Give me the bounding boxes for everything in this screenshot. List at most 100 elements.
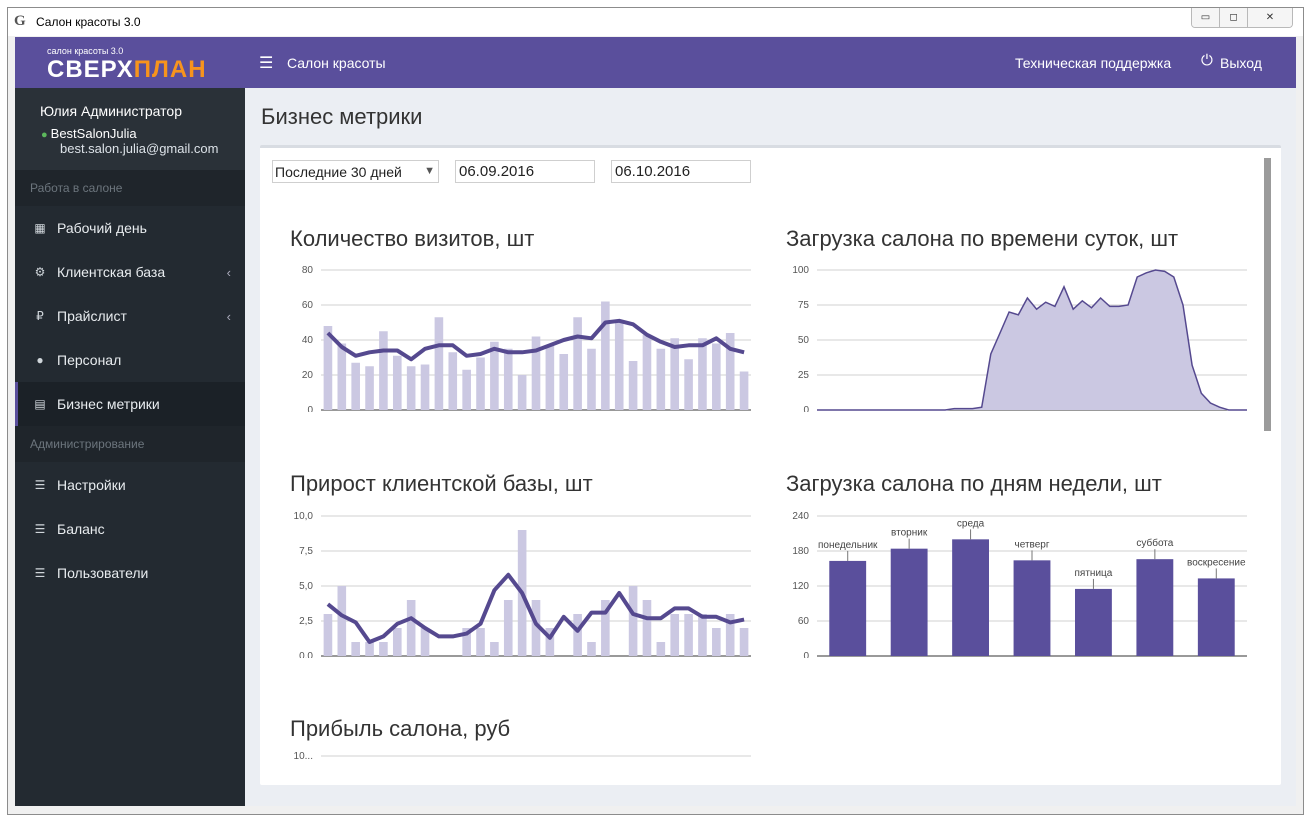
visits-bar xyxy=(573,317,582,410)
weekdays-category-label: воскресение xyxy=(1187,557,1246,568)
growth-bar xyxy=(628,586,638,656)
growth-tick-label: 10,0 xyxy=(294,511,314,522)
weekdays-tick-label: 60 xyxy=(798,616,810,627)
sidebar-item-workday[interactable]: ▦ Рабочий день xyxy=(15,206,245,250)
gears-icon: ⚙ xyxy=(34,265,46,279)
hours-line xyxy=(817,269,1247,411)
visits-tick-label: 80 xyxy=(302,265,314,276)
ruble-icon: ₽ xyxy=(36,309,44,323)
sidebar-item-metrics[interactable]: ▤ Бизнес метрики xyxy=(15,382,245,426)
dropdown-arrow-icon: ▼ xyxy=(424,165,435,177)
growth-bar xyxy=(490,642,499,656)
visits-trend-line xyxy=(326,318,745,362)
hours-tick-label: 100 xyxy=(792,265,809,276)
logout-link[interactable]: Выход xyxy=(1220,55,1262,71)
visits-bar xyxy=(448,352,458,410)
growth-bar xyxy=(503,600,513,656)
visits-bar xyxy=(545,345,555,410)
weekdays-bar xyxy=(1197,578,1235,656)
weekdays-tick-label: 180 xyxy=(792,546,809,557)
sidebar-item-clients[interactable]: ⚙ Клиентская база ‹ xyxy=(15,250,245,294)
growth-bar xyxy=(420,628,430,656)
topbar-salon-title[interactable]: Салон красоты xyxy=(287,55,386,71)
window-titlebar: G Салон красоты 3.0 ▭ ◻ ✕ xyxy=(8,8,1303,36)
section-admin: Администрирование xyxy=(15,426,245,462)
sidebar-item-label: Прайслист xyxy=(57,308,127,324)
user-login-text: BestSalonJulia xyxy=(50,126,137,141)
top-navbar: ☰ Салон красоты Техническая поддержка ⏻ … xyxy=(245,37,1296,88)
minimize-button[interactable]: ▭ xyxy=(1192,8,1220,27)
logo-part-2: ПЛАН xyxy=(133,56,207,83)
hours-area xyxy=(817,270,1247,410)
growth-bar xyxy=(365,642,374,656)
weekdays-category-label: вторник xyxy=(891,528,928,539)
panel-scrollbar[interactable] xyxy=(1264,158,1271,431)
list-icon: ☰ xyxy=(34,478,46,492)
profit-chart: 10... xyxy=(294,751,751,762)
page-title: Бизнес метрики xyxy=(261,104,423,129)
user-icon: ● xyxy=(41,129,48,141)
growth-tick-label: 2,5 xyxy=(299,616,313,627)
user-info: Юлия Администратор ● BestSalonJulia best.… xyxy=(15,88,245,170)
chevron-left-icon: ‹ xyxy=(226,264,231,280)
bar-chart-icon: ▤ xyxy=(34,397,46,411)
visits-bar xyxy=(323,326,333,410)
sidebar-item-balance[interactable]: ☰ Баланс xyxy=(15,507,245,551)
growth-bar xyxy=(545,628,555,656)
hours-tick-label: 75 xyxy=(798,300,810,311)
weekdays-category-label: суббота xyxy=(1136,537,1173,549)
period-select-value: Последние 30 дней xyxy=(275,164,402,180)
support-link[interactable]: Техническая поддержка xyxy=(1015,55,1172,71)
visits-tick-label: 40 xyxy=(302,335,314,346)
weekdays-tick-label: 0 xyxy=(803,651,809,658)
metrics-panel: Последние 30 дней ▼ 06.09.2016 06.10.201… xyxy=(260,145,1281,785)
date-from-input[interactable]: 06.09.2016 xyxy=(455,160,595,183)
app-window: G Салон красоты 3.0 ▭ ◻ ✕ салон красоты … xyxy=(7,7,1304,815)
growth-bar xyxy=(531,600,541,656)
hours-tick-label: 50 xyxy=(798,335,810,346)
maximize-button[interactable]: ◻ xyxy=(1220,8,1248,27)
growth-bar xyxy=(337,586,347,656)
main-content: Бизнес метрики Последние 30 дней ▼ 06.09… xyxy=(245,88,1296,806)
visits-bar xyxy=(656,348,666,410)
menu-toggle-icon[interactable]: ☰ xyxy=(259,55,274,72)
list-icon: ☰ xyxy=(34,522,46,536)
growth-bar xyxy=(739,628,749,656)
growth-bar xyxy=(684,614,693,656)
sidebar-item-users[interactable]: ☰ Пользователи xyxy=(15,551,245,595)
list-icon: ☰ xyxy=(34,566,46,580)
visits-bar xyxy=(587,348,596,410)
period-select[interactable]: Последние 30 дней ▼ xyxy=(272,160,439,183)
logo[interactable]: салон красоты 3.0 СВЕРХПЛАН xyxy=(15,37,245,88)
visits-bar xyxy=(725,333,735,410)
sidebar-item-pricelist[interactable]: ₽ Прайслист ‹ xyxy=(15,294,245,338)
weekdays-bar xyxy=(1013,560,1051,656)
growth-tick-label: 7,5 xyxy=(299,546,313,557)
weekdays-category-label: среда xyxy=(957,518,985,529)
growth-tick-label: 5,0 xyxy=(299,581,313,592)
sidebar-item-settings[interactable]: ☰ Настройки xyxy=(15,463,245,507)
sidebar-item-label: Персонал xyxy=(57,352,122,368)
growth-bar xyxy=(379,642,388,656)
visits-bar xyxy=(739,371,749,410)
window-controls: ▭ ◻ ✕ xyxy=(1191,8,1293,28)
hours-chart: 0 25 50 75 100 xyxy=(792,265,1247,412)
power-icon[interactable]: ⏻ xyxy=(1201,52,1213,69)
visits-bar xyxy=(392,355,402,410)
growth-bar xyxy=(406,600,416,656)
growth-bar xyxy=(351,642,360,656)
app-logo-icon: G xyxy=(14,13,26,29)
growth-bar xyxy=(656,642,666,656)
sidebar-item-staff[interactable]: ● Персонал xyxy=(15,338,245,382)
visits-bar xyxy=(365,366,374,410)
growth-bar xyxy=(642,600,652,656)
close-button[interactable]: ✕ xyxy=(1248,8,1292,27)
visits-bar xyxy=(503,348,513,410)
date-to-input[interactable]: 06.10.2016 xyxy=(611,160,751,183)
sidebar-item-label: Настройки xyxy=(57,477,126,493)
user-name: Юлия Администратор xyxy=(40,103,182,119)
weekdays-category-label: понедельник xyxy=(818,540,878,551)
logo-wordmark: СВЕРХПЛАН xyxy=(47,56,207,84)
visits-bar xyxy=(490,341,499,410)
visits-bar xyxy=(559,354,569,410)
